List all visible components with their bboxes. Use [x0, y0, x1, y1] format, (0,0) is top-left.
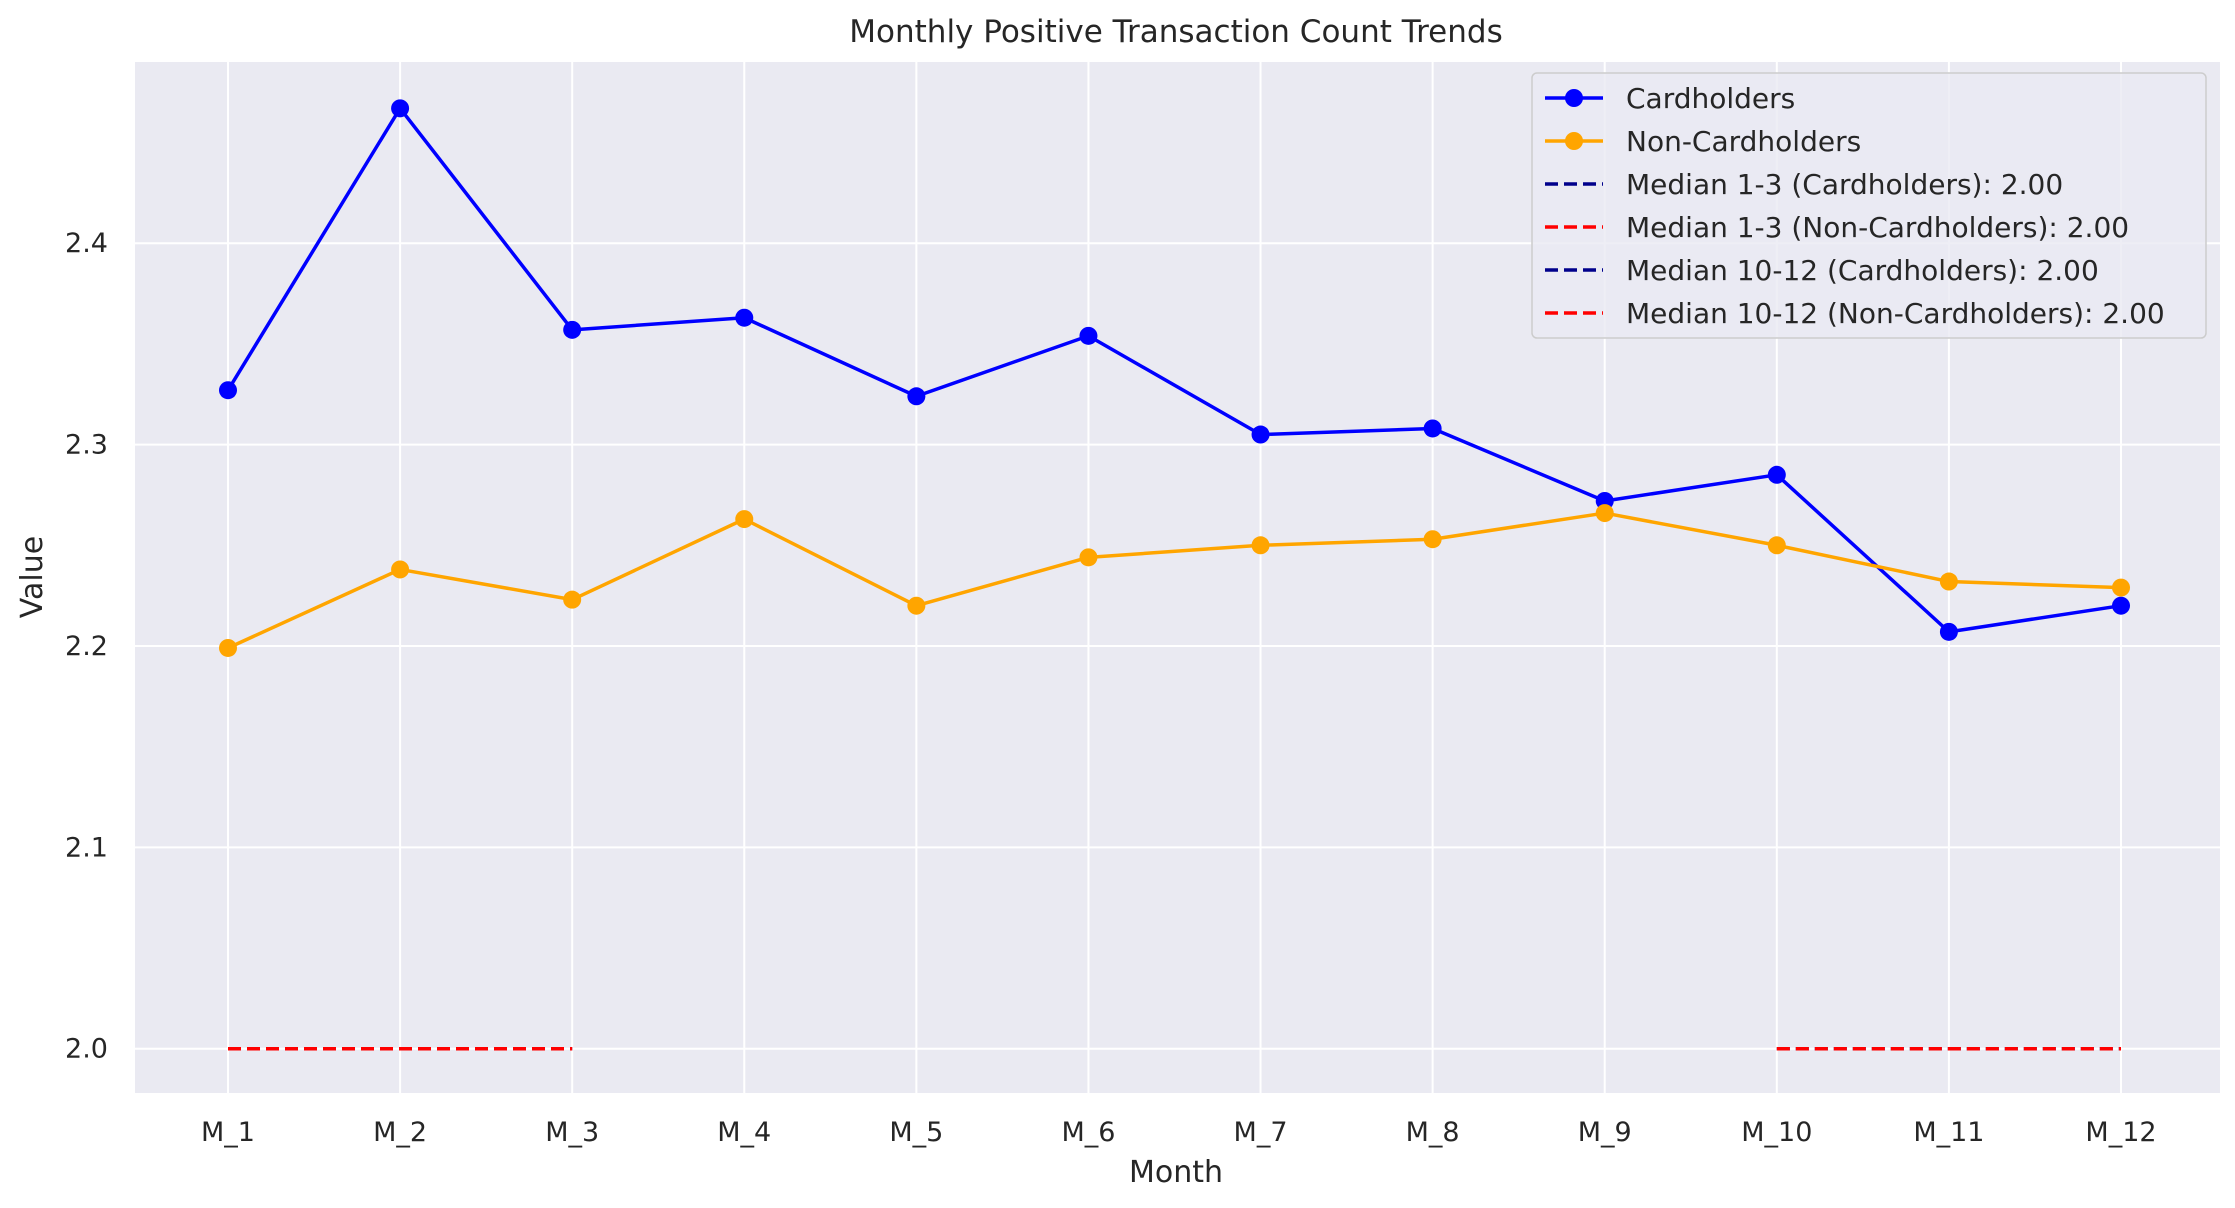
legend-label: Median 10-12 (Cardholders): 2.00: [1626, 254, 2099, 287]
x-tick-label: M_8: [1406, 1117, 1460, 1148]
data-point: [219, 638, 237, 657]
data-point: [2112, 596, 2130, 615]
legend-box: [1531, 72, 2207, 339]
legend-entry: Median 10-12 (Cardholders): 2.00: [1545, 254, 2099, 287]
legend-label: Non-Cardholders: [1626, 125, 1861, 158]
data-point: [1251, 425, 1270, 444]
data-point: [1423, 419, 1442, 438]
y-axis-label: Value: [15, 536, 50, 618]
data-point: [1939, 572, 1958, 591]
legend-label: Median 1-3 (Non-Cardholders): 2.00: [1626, 211, 2129, 244]
x-tick-label: M_6: [1061, 1117, 1115, 1148]
y-tick-label: 2.2: [65, 631, 108, 662]
legend-label: Cardholders: [1626, 82, 1795, 115]
x-axis-label: Month: [1129, 1155, 1223, 1190]
x-tick-label: M_2: [373, 1117, 427, 1148]
x-tick-label: M_10: [1741, 1117, 1812, 1148]
legend-label: Median 1-3 (Cardholders): 2.00: [1626, 168, 2063, 201]
y-tick-labels: 2.0 2.1 2.2 2.3 2.4: [65, 228, 108, 1064]
series-line: [227, 511, 2122, 650]
x-tick-label: M_7: [1234, 1117, 1288, 1148]
data-point: [391, 560, 410, 579]
x-tick-label: M_11: [1913, 1117, 1984, 1148]
legend-entry: Cardholders: [1545, 82, 1795, 115]
data-point: [1423, 530, 1442, 549]
legend-entry: Non-Cardholders: [1545, 125, 1861, 158]
data-point: [1079, 548, 1098, 567]
y-tick-label: 2.3: [65, 430, 108, 461]
data-point: [1251, 536, 1270, 555]
legend-entry: Median 1-3 (Non-Cardholders): 2.00: [1545, 211, 2129, 244]
series-markers: [219, 99, 2130, 657]
data-point: [563, 590, 582, 609]
x-tick-label: M_3: [545, 1117, 599, 1148]
data-point: [219, 381, 237, 400]
series-lines: [226, 106, 2122, 650]
data-point: [1595, 504, 1614, 523]
data-point: [391, 99, 410, 118]
series-line: [226, 106, 2122, 634]
data-point: [563, 320, 582, 339]
y-tick-label: 2.1: [65, 832, 108, 863]
x-tick-label: M_12: [2085, 1117, 2156, 1148]
x-tick-label: M_5: [889, 1117, 943, 1148]
x-tick-labels: M_1 M_2 M_3 M_4 M_5 M_6 M_7 M_8 M_9 M_10 M_11 M_12: [201, 1117, 2157, 1148]
legend-swatch-marker: [1565, 132, 1583, 150]
data-point: [735, 308, 754, 327]
legend-entry: Median 1-3 (Cardholders): 2.00: [1545, 168, 2063, 201]
legend-swatch-marker: [1565, 89, 1583, 107]
y-tick-label: 2.0: [65, 1034, 108, 1065]
x-tick-label: M_4: [717, 1117, 771, 1148]
y-tick-label: 2.4: [65, 228, 108, 259]
data-point: [1079, 326, 1098, 345]
data-point: [1767, 465, 1786, 484]
data-point: [1939, 622, 1958, 641]
legend-label: Median 10-12 (Non-Cardholders): 2.00: [1626, 297, 2165, 330]
data-point: [735, 510, 754, 529]
x-tick-label: M_9: [1578, 1117, 1632, 1148]
x-tick-label: M_1: [201, 1117, 255, 1148]
chart-title: Monthly Positive Transaction Count Trend…: [849, 14, 1502, 50]
legend-entry: Median 10-12 (Non-Cardholders): 2.00: [1545, 297, 2165, 330]
data-point: [907, 387, 926, 406]
legend: Cardholders Non-Cardholders Median 1-3 (Ca…: [1531, 72, 2207, 339]
data-point: [1767, 536, 1786, 555]
data-point: [907, 596, 926, 615]
data-point: [2112, 578, 2130, 597]
